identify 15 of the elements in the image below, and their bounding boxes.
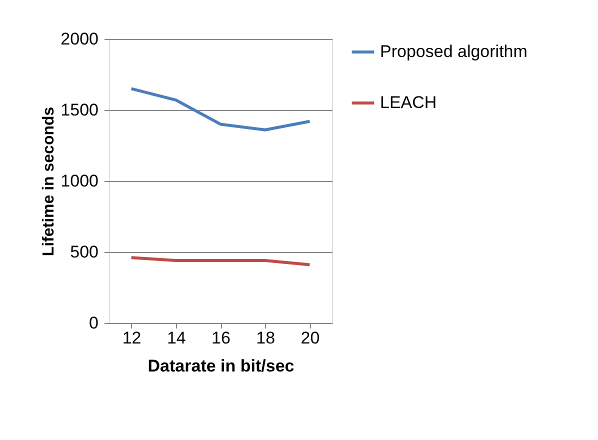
y-axis-title: Lifetime in seconds bbox=[40, 106, 58, 256]
x-tick-label: 16 bbox=[212, 328, 230, 348]
x-tick-label: 14 bbox=[166, 328, 186, 348]
legend-label: Proposed algorithm bbox=[380, 42, 528, 61]
x-tick-label: 20 bbox=[300, 328, 320, 348]
line-series bbox=[130, 87, 312, 132]
x-axis-title: Datarate in bit/sec bbox=[148, 356, 294, 376]
y-tick-label: 2000 bbox=[60, 30, 98, 48]
y-tick-label: 500 bbox=[70, 242, 98, 262]
y-tick-label: 0 bbox=[89, 314, 98, 332]
x-tick-label: 18 bbox=[256, 328, 276, 348]
legend-label: LEACH bbox=[380, 93, 437, 112]
y-tick-label: 1500 bbox=[60, 100, 98, 120]
y-tick-label: 1000 bbox=[60, 172, 98, 190]
x-tick-label: 12 bbox=[122, 328, 142, 348]
